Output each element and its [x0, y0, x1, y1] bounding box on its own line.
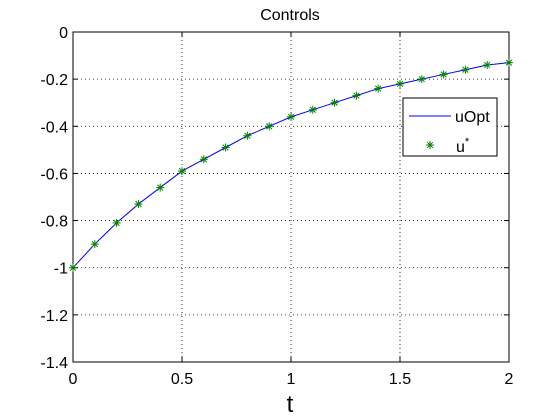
- series-u-star-point: [374, 85, 382, 93]
- series-u-star-point: [178, 167, 186, 175]
- y-tick-label: -1.4: [40, 355, 68, 372]
- series-u-star-point: [156, 184, 164, 192]
- y-tick-label: -0.6: [40, 166, 68, 183]
- legend: uOpt u*: [403, 98, 497, 156]
- legend-u-star-marker-glyph: [426, 141, 434, 149]
- series-u-star-point: [200, 155, 208, 163]
- x-tick-label: 1: [287, 371, 296, 388]
- x-tick-label: 2: [505, 371, 514, 388]
- series-u-star-point: [440, 70, 448, 78]
- series-u-star-point: [505, 59, 513, 67]
- series-u-star-point: [331, 99, 339, 107]
- y-tick-label: -0.4: [40, 119, 68, 136]
- y-tick-label: -1.2: [40, 308, 68, 325]
- series-u-star-point: [483, 61, 491, 69]
- y-tick-label: -1: [54, 261, 68, 278]
- axis-ticks: 0 0.5 1 1.5 2 0 -0.2 -0.4 -0.6 -0.8 -1 -1.2 -1.4: [40, 25, 513, 388]
- legend-uopt-label: uOpt: [455, 109, 490, 126]
- series-layer: [69, 59, 513, 272]
- series-u-star-point: [352, 92, 360, 100]
- legend-u-star-main: u: [456, 139, 465, 156]
- x-tick-label: 1.5: [389, 371, 411, 388]
- legend-box: [403, 98, 497, 156]
- grid-lines: [73, 32, 509, 362]
- x-tick-label: 0: [69, 371, 78, 388]
- y-tick-label: 0: [59, 25, 68, 42]
- legend-u-star-marker: [426, 141, 434, 149]
- series-u-star-point: [265, 122, 273, 130]
- x-axis-label: t: [287, 391, 294, 418]
- series-u-star-point: [309, 106, 317, 114]
- series-u-star-point: [243, 132, 251, 140]
- series-u-star-point: [461, 66, 469, 74]
- chart-title: Controls: [260, 7, 320, 24]
- series-u-star-point: [418, 75, 426, 83]
- legend-u-star-sup: *: [465, 136, 470, 148]
- series-u-star-point: [69, 264, 77, 272]
- series-u-star-point: [222, 144, 230, 152]
- series-u-star-point: [396, 80, 404, 88]
- y-tick-label: -0.2: [40, 72, 68, 89]
- y-tick-label: -0.8: [40, 214, 68, 231]
- x-tick-label: 0.5: [171, 371, 193, 388]
- series-u-star-point: [287, 113, 295, 121]
